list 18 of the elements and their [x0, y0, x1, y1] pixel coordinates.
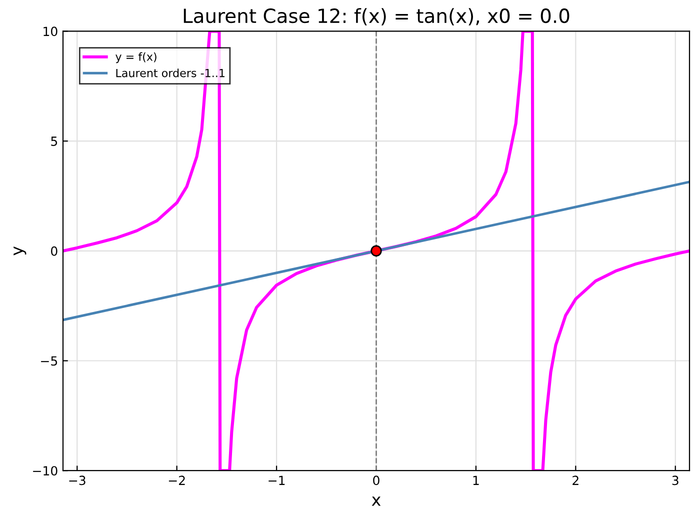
- legend-label: Laurent orders -1..1: [116, 68, 224, 78]
- chart-title: Laurent Case 12: f(x) = tan(x), x0 = 0.0: [184, 8, 570, 26]
- x-axis-title: x: [372, 496, 381, 506]
- y-tick-label: 10: [44, 26, 58, 36]
- y-axis-title: y: [14, 246, 26, 256]
- x-tick-label: 2: [572, 476, 578, 485]
- y-tick-label: −10: [33, 466, 58, 476]
- x-tick-label: −1: [268, 476, 285, 485]
- x-tick-label: −3: [69, 476, 86, 486]
- x-tick-label: −2: [168, 476, 185, 485]
- y-tick-label: 0: [51, 246, 58, 256]
- legend-label: y = f(x): [116, 52, 156, 64]
- x-tick-label: 1: [473, 476, 479, 485]
- y-tick-label: −5: [41, 356, 58, 366]
- y-tick-label: 5: [51, 136, 58, 146]
- x-tick-label: 0: [373, 476, 380, 486]
- x-tick-label: 3: [672, 476, 678, 486]
- line-series: [63, 31, 690, 471]
